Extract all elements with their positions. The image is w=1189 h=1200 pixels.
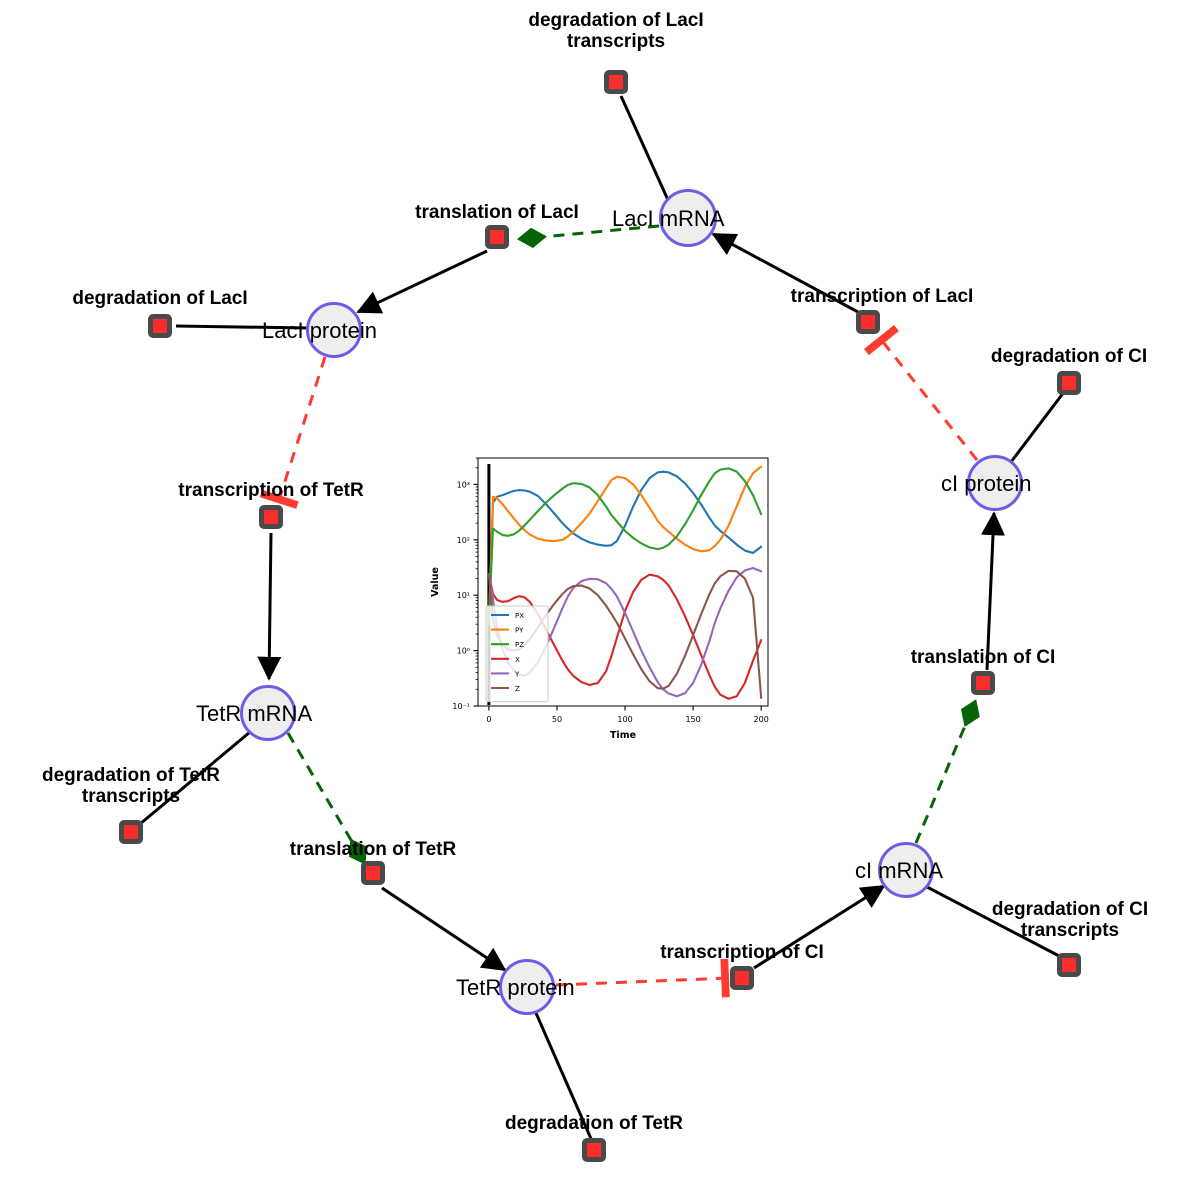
svg-text:10²: 10² (457, 536, 470, 545)
species-node-laci-mrna[interactable] (659, 189, 717, 247)
chart-svg: 10⁻¹ 10⁰ 10¹ 10² 10³ 0 50 100 150 200 Time Value PX P… (430, 457, 769, 741)
svg-text:100: 100 (617, 715, 632, 724)
species-node-ci-protein[interactable] (967, 455, 1023, 511)
reaction-node-degradation-of-ci-transcripts[interactable] (1057, 953, 1081, 977)
species-label-tetr-protein: TetR protein (456, 975, 575, 1000)
edge-laci-protein-inhibits-tx-tetr (259, 356, 327, 509)
edge-laci-mrna-to-deg-tx (619, 95, 670, 201)
svg-text:10³: 10³ (457, 480, 470, 489)
svg-text:10⁻¹: 10⁻¹ (452, 702, 470, 711)
edge-tetr-mrna-catalyses-translation (286, 732, 367, 865)
reaction-label-translation-of-laci: translation of LacI (415, 202, 579, 223)
species-node-tetr-mrna[interactable] (240, 685, 296, 741)
reaction-label-translation-of-ci: translation of CI (910, 647, 1056, 668)
svg-text:Z: Z (515, 685, 520, 693)
reaction-label-degradation-of-ci-transcripts: degradation of CI transcripts (991, 899, 1149, 942)
reaction-label-translation-of-tetr: translation of TetR (289, 839, 457, 860)
svg-text:200: 200 (754, 715, 769, 724)
species-label-laci-protein: LacI protein (262, 318, 377, 343)
reaction-node-translation-of-tetr[interactable] (361, 861, 385, 885)
edge-translation-to-laci-protein (356, 249, 488, 314)
edge-laci-protein-to-deg (175, 324, 310, 330)
edge-tx-ci-to-ci-mrna (753, 884, 886, 970)
svg-text:Value: Value (430, 567, 441, 597)
reaction-node-translation-of-ci[interactable] (971, 671, 995, 695)
edge-ci-protein-to-deg (1009, 391, 1066, 463)
edge-tx-tetr-to-tetr-mrna (257, 532, 282, 681)
edge-ci-protein-inhibits-tx-laci (863, 325, 979, 461)
species-node-tetr-protein[interactable] (499, 959, 555, 1015)
reaction-node-degradation-of-laci-transcripts[interactable] (604, 70, 628, 94)
edge-ci-mrna-catalyses-translation (914, 699, 980, 844)
species-node-ci-mrna[interactable] (878, 842, 934, 898)
svg-text:PZ: PZ (515, 641, 524, 649)
edge-tetr-mrna-to-deg-tx (139, 730, 251, 826)
svg-text:150: 150 (685, 715, 700, 724)
edge-tetr-protein-to-deg (534, 1012, 594, 1142)
species-node-laci-protein[interactable] (306, 302, 362, 358)
reaction-node-transcription-of-ci[interactable] (730, 966, 754, 990)
species-label-ci-protein: cI protein (941, 471, 1032, 496)
svg-text:0: 0 (486, 715, 491, 724)
edge-laci-mrna-catalyses-translation (517, 224, 660, 249)
reaction-node-degradation-of-tetr-transcripts[interactable] (119, 820, 143, 844)
inset-timeseries-chart: 10⁻¹ 10⁰ 10¹ 10² 10³ 0 50 100 150 200 Time Value PX P… (420, 438, 780, 760)
edge-tetr-protein-inhibits-tx-ci (555, 958, 730, 998)
reaction-label-degradation-of-laci-transcripts: degradation of LacI transcripts (528, 10, 704, 53)
svg-text:X: X (515, 656, 520, 664)
reaction-label-transcription-of-ci: transcription of CI (660, 942, 824, 963)
svg-text:PX: PX (515, 612, 524, 620)
species-label-laci-mrna: LacI mRNA (612, 206, 725, 231)
species-label-ci-mrna: cI mRNA (855, 858, 943, 883)
reaction-label-transcription-of-laci: transcription of LacI (790, 286, 974, 307)
species-label-tetr-mrna: TetR mRNA (196, 701, 313, 726)
svg-text:Time: Time (610, 730, 636, 741)
edge-tx-laci-to-laci-mrna (711, 232, 859, 314)
reaction-node-degradation-of-ci[interactable] (1057, 371, 1081, 395)
edge-translation-to-tetr-protein (381, 886, 507, 972)
svg-text:Y: Y (514, 670, 520, 678)
reaction-label-degradation-of-laci: degradation of LacI (72, 288, 248, 309)
svg-text:10⁰: 10⁰ (457, 647, 470, 656)
edge-ci-mrna-to-deg-tx (926, 885, 1062, 959)
reaction-node-degradation-of-laci[interactable] (148, 314, 172, 338)
svg-text:PY: PY (515, 627, 524, 635)
reaction-node-degradation-of-tetr[interactable] (582, 1138, 606, 1162)
reaction-label-transcription-of-tetr: transcription of TetR (178, 480, 364, 501)
reaction-label-degradation-of-tetr: degradation of TetR (504, 1113, 684, 1134)
reaction-label-degradation-of-tetr-transcripts: degradation of TetR transcripts (41, 765, 221, 808)
reaction-label-degradation-of-ci: degradation of CI (990, 346, 1148, 367)
reaction-node-transcription-of-laci[interactable] (856, 310, 880, 334)
svg-text:50: 50 (552, 715, 562, 724)
svg-text:10¹: 10¹ (457, 591, 470, 600)
reaction-node-transcription-of-tetr[interactable] (259, 505, 283, 529)
edge-translation-to-ci-protein (981, 511, 1005, 671)
reaction-node-translation-of-laci[interactable] (485, 225, 509, 249)
